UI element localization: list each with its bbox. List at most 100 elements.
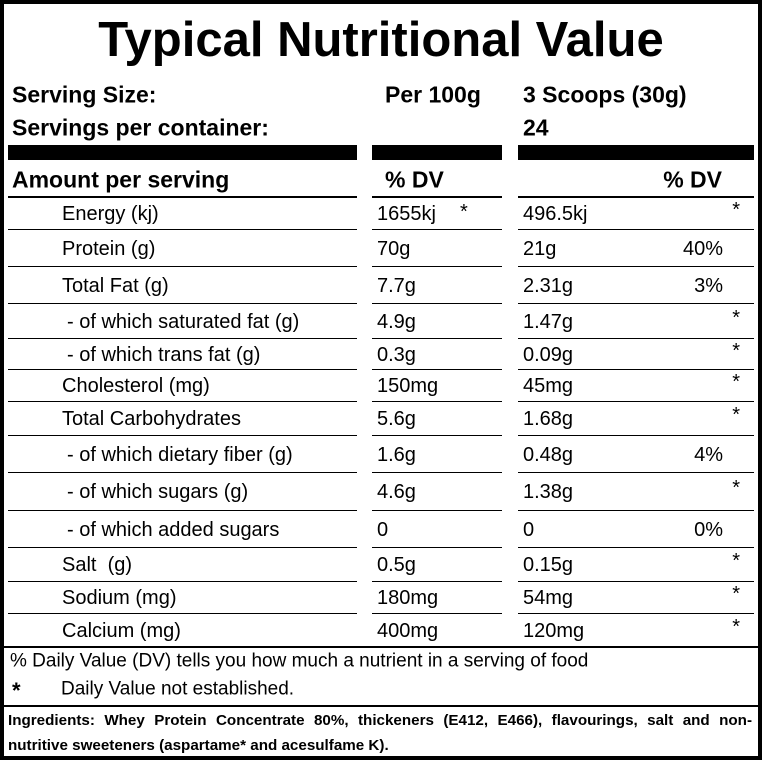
dv-value: * xyxy=(732,477,740,499)
per-100g-value: 400mg xyxy=(377,619,439,642)
ingredients-divider xyxy=(4,705,758,707)
row-divider xyxy=(8,435,357,436)
dv-value: * xyxy=(732,371,740,393)
per-serving-value: 45mg xyxy=(523,375,574,397)
nutrient-name: - of which sugars (g) xyxy=(67,481,249,503)
table-bottom xyxy=(4,646,758,648)
per-100g-value: 0.5g xyxy=(377,554,416,576)
per-100g-value: 1655kj xyxy=(377,202,436,225)
dv-value: * xyxy=(732,339,740,362)
row-divider xyxy=(518,472,754,473)
star-footnote: Daily Value not established. xyxy=(61,678,295,700)
row-divider xyxy=(8,581,357,582)
per-serving-value: 2.31g xyxy=(523,274,574,297)
row-divider xyxy=(518,196,754,198)
row-divider xyxy=(518,229,754,230)
row-divider xyxy=(372,547,502,548)
per-serving-value: 0.09g xyxy=(523,343,574,366)
per-100g-value: 4.9g xyxy=(377,310,416,333)
row-divider xyxy=(8,510,357,511)
amount-header: Amount per serving xyxy=(12,166,230,193)
dv-value: * xyxy=(732,404,740,426)
row-divider xyxy=(8,369,357,370)
row-divider xyxy=(372,338,502,339)
nutrient-name: Energy (kj) xyxy=(62,202,159,225)
row-divider xyxy=(372,196,502,198)
row-divider xyxy=(518,369,754,370)
row-divider xyxy=(372,510,502,511)
row-divider xyxy=(372,435,502,436)
per-serving-value: 120mg xyxy=(523,619,585,642)
nutrient-name: Total Fat (g) xyxy=(62,274,169,297)
dv-value: * xyxy=(732,550,740,572)
dv-value: * xyxy=(732,198,740,221)
per-100g-value: 1.6g xyxy=(377,443,416,466)
serving-label: 3 Scoops (30g) xyxy=(523,81,687,108)
row-divider xyxy=(8,229,357,230)
per-100g-value: 5.6g xyxy=(377,408,416,430)
dv-header: % DV xyxy=(385,166,444,193)
dv-value: 0% xyxy=(694,518,723,541)
row-divider xyxy=(518,303,754,304)
per-serving-value: 54mg xyxy=(523,587,574,609)
per-serving-value: 21g xyxy=(523,237,557,260)
row-divider xyxy=(8,613,357,614)
row-divider xyxy=(518,581,754,582)
row-divider xyxy=(372,229,502,230)
row-divider xyxy=(8,303,357,304)
nutrient-name: Calcium (mg) xyxy=(62,619,181,642)
ingredients: Ingredients: Whey Protein Concentrate 80… xyxy=(8,712,752,754)
row-divider xyxy=(518,547,754,548)
row-divider xyxy=(518,435,754,436)
row-divider xyxy=(8,472,357,473)
per-100g-value: 0 xyxy=(377,518,389,541)
row-divider xyxy=(372,472,502,473)
per-100g-label: Per 100g xyxy=(385,81,481,108)
dv-value: * xyxy=(732,615,740,638)
row-divider xyxy=(372,369,502,370)
per-serving-value: 0 xyxy=(523,518,535,541)
row-divider xyxy=(518,510,754,511)
row-divider xyxy=(372,613,502,614)
per-100g-value: 70g xyxy=(377,237,411,260)
row-divider xyxy=(8,196,357,198)
row-divider xyxy=(8,547,357,548)
row-divider xyxy=(518,338,754,339)
per-serving-value: 0.15g xyxy=(523,554,574,576)
dv-value: 4% xyxy=(694,443,723,466)
row-divider xyxy=(372,581,502,582)
thick-divider xyxy=(372,145,502,160)
nutrient-name: - of which trans fat (g) xyxy=(67,343,261,366)
per-serving-value: 1.38g xyxy=(523,481,574,503)
nutrient-name: - of which saturated fat (g) xyxy=(67,310,300,333)
serving-size-label: Serving Size: xyxy=(12,81,157,108)
nutrient-name: Sodium (mg) xyxy=(62,587,177,609)
dv-footnote: % Daily Value (DV) tells you how much a … xyxy=(10,650,589,672)
dv-value: * xyxy=(732,583,740,605)
servings-label: Servings per container: xyxy=(12,114,269,141)
dv-value: * xyxy=(732,306,740,329)
per-100g-value: 4.6g xyxy=(377,481,416,503)
nutrient-name: Salt (g) xyxy=(62,554,133,576)
per-100g-note: * xyxy=(460,200,468,223)
row-divider xyxy=(372,303,502,304)
dv-header: % DV xyxy=(663,166,722,193)
nutrient-name: Protein (g) xyxy=(62,237,156,260)
servings-value: 24 xyxy=(523,114,549,141)
per-100g-value: 7.7g xyxy=(377,274,416,297)
thick-divider xyxy=(8,145,357,160)
per-100g-value: 0.3g xyxy=(377,343,416,366)
dv-value: 3% xyxy=(694,274,723,297)
per-100g-value: 150mg xyxy=(377,375,439,397)
per-serving-value: 0.48g xyxy=(523,443,574,466)
nutrient-name: - of which dietary fiber (g) xyxy=(67,443,293,466)
per-serving-value: 1.68g xyxy=(523,408,574,430)
nutrient-name: Cholesterol (mg) xyxy=(62,375,210,397)
row-divider xyxy=(372,401,502,402)
dv-value: 40% xyxy=(682,237,723,260)
row-divider xyxy=(8,338,357,339)
row-divider xyxy=(372,266,502,267)
row-divider xyxy=(518,401,754,402)
thick-divider xyxy=(518,145,754,160)
